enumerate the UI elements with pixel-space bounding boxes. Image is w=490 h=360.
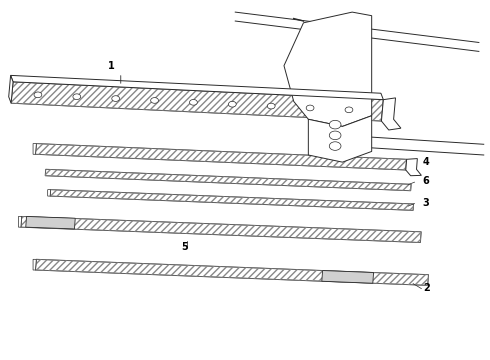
Circle shape xyxy=(228,102,236,107)
Circle shape xyxy=(329,131,341,140)
Polygon shape xyxy=(11,82,383,121)
Circle shape xyxy=(268,103,275,109)
Circle shape xyxy=(306,105,314,111)
Circle shape xyxy=(112,96,120,102)
Circle shape xyxy=(190,99,197,105)
Polygon shape xyxy=(406,159,421,176)
Text: 1: 1 xyxy=(108,61,114,71)
Polygon shape xyxy=(33,144,36,154)
Text: 2: 2 xyxy=(423,283,430,293)
Circle shape xyxy=(34,92,42,98)
Polygon shape xyxy=(45,169,411,191)
Circle shape xyxy=(329,120,341,129)
Circle shape xyxy=(150,98,158,103)
Polygon shape xyxy=(21,216,421,243)
Polygon shape xyxy=(48,190,50,196)
Polygon shape xyxy=(322,270,373,283)
Circle shape xyxy=(345,107,353,113)
Polygon shape xyxy=(19,216,22,227)
Polygon shape xyxy=(50,190,414,210)
Circle shape xyxy=(329,142,341,150)
Polygon shape xyxy=(381,98,401,130)
Text: 3: 3 xyxy=(423,198,430,208)
Polygon shape xyxy=(33,259,36,270)
Circle shape xyxy=(73,94,81,100)
Polygon shape xyxy=(308,116,372,162)
Polygon shape xyxy=(35,144,407,170)
Polygon shape xyxy=(26,216,75,229)
Polygon shape xyxy=(284,12,372,126)
Polygon shape xyxy=(35,259,428,285)
Polygon shape xyxy=(11,75,383,100)
Text: 5: 5 xyxy=(182,242,189,252)
Text: 4: 4 xyxy=(423,157,430,167)
Text: 6: 6 xyxy=(423,176,430,186)
Polygon shape xyxy=(9,75,13,103)
